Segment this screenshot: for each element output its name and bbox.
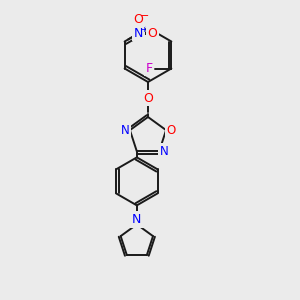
Text: N: N <box>160 145 169 158</box>
Text: F: F <box>146 62 153 75</box>
Text: N: N <box>134 27 143 40</box>
Text: O: O <box>143 92 153 104</box>
Text: O: O <box>167 124 176 136</box>
Text: N: N <box>132 213 142 226</box>
Text: O: O <box>134 13 143 26</box>
Text: −: − <box>140 11 149 20</box>
Text: N: N <box>121 124 129 136</box>
Text: +: + <box>140 25 147 34</box>
Text: O: O <box>148 27 158 40</box>
